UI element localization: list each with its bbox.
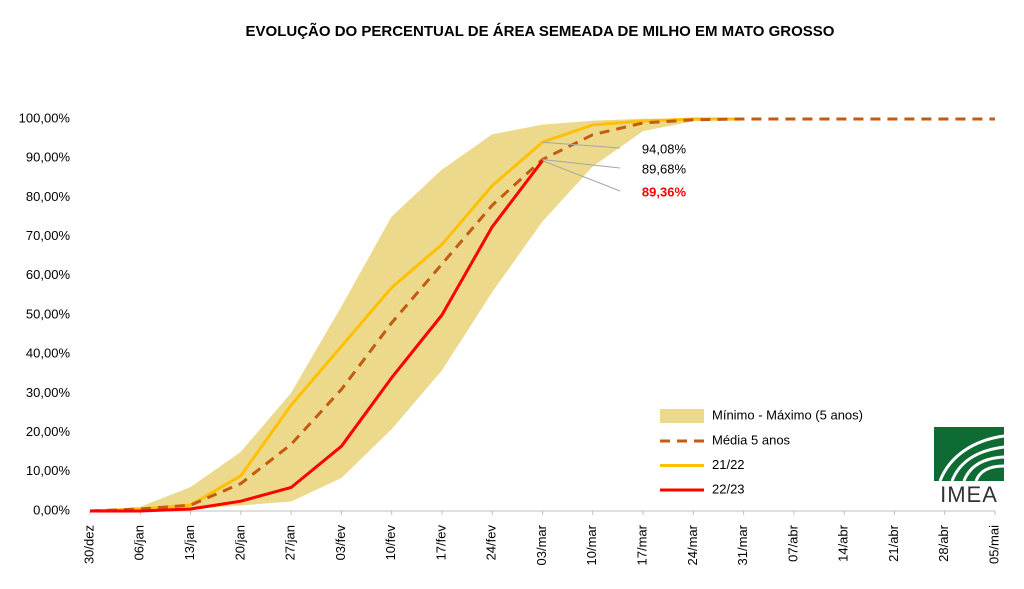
legend-label: 21/22 xyxy=(712,457,745,472)
y-tick-label: 60,00% xyxy=(26,267,71,282)
logo-stripe xyxy=(974,464,1005,482)
y-tick-label: 80,00% xyxy=(26,189,71,204)
legend-label: 22/23 xyxy=(712,481,745,496)
y-tick-label: 100,00% xyxy=(19,110,71,125)
leader-line xyxy=(542,160,621,192)
x-tick-label: 30/dez xyxy=(81,525,96,564)
logo-text: IMEA xyxy=(940,482,998,507)
y-tick-label: 10,00% xyxy=(26,463,71,478)
data-label: 89,68% xyxy=(642,161,687,176)
x-tick-label: 03/mar xyxy=(534,524,549,565)
logo-stripe xyxy=(950,445,1005,482)
y-tick-label: 90,00% xyxy=(26,150,71,165)
logo-stripe xyxy=(962,455,1005,482)
y-tick-label: 30,00% xyxy=(26,385,71,400)
x-tick-label: 13/jan xyxy=(182,525,197,560)
data-label: 89,36% xyxy=(642,184,687,199)
leader-line xyxy=(542,158,621,169)
y-tick-label: 0,00% xyxy=(33,502,70,517)
y-tick-label: 20,00% xyxy=(26,424,71,439)
legend-label: Média 5 anos xyxy=(712,432,791,447)
x-tick-label: 06/jan xyxy=(132,525,147,560)
x-tick-label: 21/abr xyxy=(886,524,901,562)
x-tick-label: 24/mar xyxy=(685,524,700,565)
y-tick-label: 40,00% xyxy=(26,346,71,361)
x-tick-label: 10/fev xyxy=(383,525,398,561)
x-tick-label: 31/mar xyxy=(735,524,750,565)
band-segment xyxy=(441,134,493,371)
x-tick-label: 17/fev xyxy=(433,525,448,561)
band-segment xyxy=(290,306,342,502)
x-tick-label: 24/fev xyxy=(484,525,499,561)
series-line xyxy=(90,159,544,513)
band-segment xyxy=(391,169,443,430)
x-tick-label: 20/jan xyxy=(232,525,247,560)
legend-label: Mínimo - Máximo (5 anos) xyxy=(712,407,863,422)
x-tick-label: 05/mai xyxy=(986,525,1001,564)
logo-stripe xyxy=(938,434,1005,482)
band-segment xyxy=(341,215,392,479)
x-tick-label: 14/abr xyxy=(836,524,851,562)
chart-title: EVOLUÇÃO DO PERCENTUAL DE ÁREA SEMEADA D… xyxy=(246,22,835,40)
leader-line xyxy=(542,141,621,149)
legend-swatch xyxy=(660,409,704,423)
x-tick-label: 27/jan xyxy=(283,525,298,560)
x-tick-label: 28/abr xyxy=(936,524,951,562)
logo: IMEA xyxy=(934,427,1005,507)
series-line xyxy=(89,117,995,513)
x-tick-label: 10/mar xyxy=(584,524,599,565)
y-tick-label: 70,00% xyxy=(26,228,71,243)
y-tick-label: 50,00% xyxy=(26,306,71,321)
x-tick-label: 03/fev xyxy=(333,525,348,561)
x-tick-label: 17/mar xyxy=(634,524,649,565)
data-label: 94,08% xyxy=(642,141,687,156)
x-tick-label: 07/abr xyxy=(785,524,800,562)
